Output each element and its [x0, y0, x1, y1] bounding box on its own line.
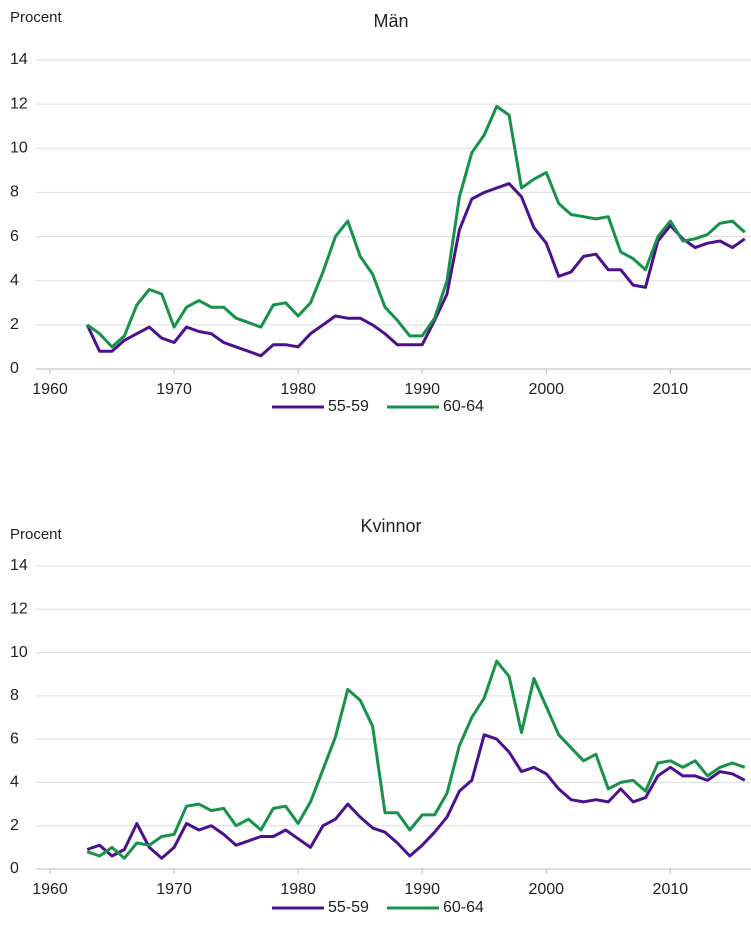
- y-tick-label: 4: [10, 774, 19, 791]
- y-tick-label: 8: [10, 687, 19, 704]
- y-tick-label: 0: [10, 360, 19, 377]
- y-tick-label: 14: [10, 51, 28, 68]
- y-tick-label: 10: [10, 140, 28, 157]
- y-tick-label: 6: [10, 228, 19, 245]
- x-tick-label: 1990: [404, 381, 440, 398]
- y-tick-label: 12: [10, 601, 28, 618]
- x-tick-label: 1960: [32, 381, 68, 398]
- y-tick-label: 0: [10, 860, 19, 877]
- data-line: [86, 104, 746, 349]
- x-tick-label: 1990: [404, 881, 440, 898]
- x-tick-label: 1970: [156, 381, 192, 398]
- y-tick-label: 4: [10, 272, 19, 289]
- y-axis-label: Procent: [10, 9, 63, 26]
- y-tick-label: 12: [10, 95, 28, 112]
- x-tick-label: 1960: [32, 881, 68, 898]
- legend-label: 60-64: [443, 899, 484, 916]
- legend-label: 55-59: [328, 398, 369, 415]
- chart-title: Män: [373, 11, 408, 31]
- x-tick-label: 1970: [156, 881, 192, 898]
- x-tick-label: 1980: [280, 881, 316, 898]
- data-line: [85, 182, 746, 358]
- legend-label: 55-59: [328, 899, 369, 916]
- x-tick-label: 2010: [653, 381, 689, 398]
- y-tick-label: 14: [10, 557, 28, 574]
- data-line: [86, 659, 746, 860]
- x-tick-label: 2000: [528, 881, 564, 898]
- chart-title: Kvinnor: [360, 516, 421, 536]
- y-tick-label: 2: [10, 817, 19, 834]
- legend-label: 60-64: [443, 398, 484, 415]
- x-tick-label: 2010: [653, 881, 689, 898]
- y-axis-label: Procent: [10, 526, 63, 543]
- y-tick-label: 2: [10, 316, 19, 333]
- y-tick-label: 6: [10, 730, 19, 747]
- data-line: [86, 733, 746, 860]
- x-tick-label: 1980: [280, 381, 316, 398]
- x-tick-label: 2000: [528, 381, 564, 398]
- y-tick-label: 10: [10, 644, 28, 661]
- y-tick-label: 8: [10, 184, 19, 201]
